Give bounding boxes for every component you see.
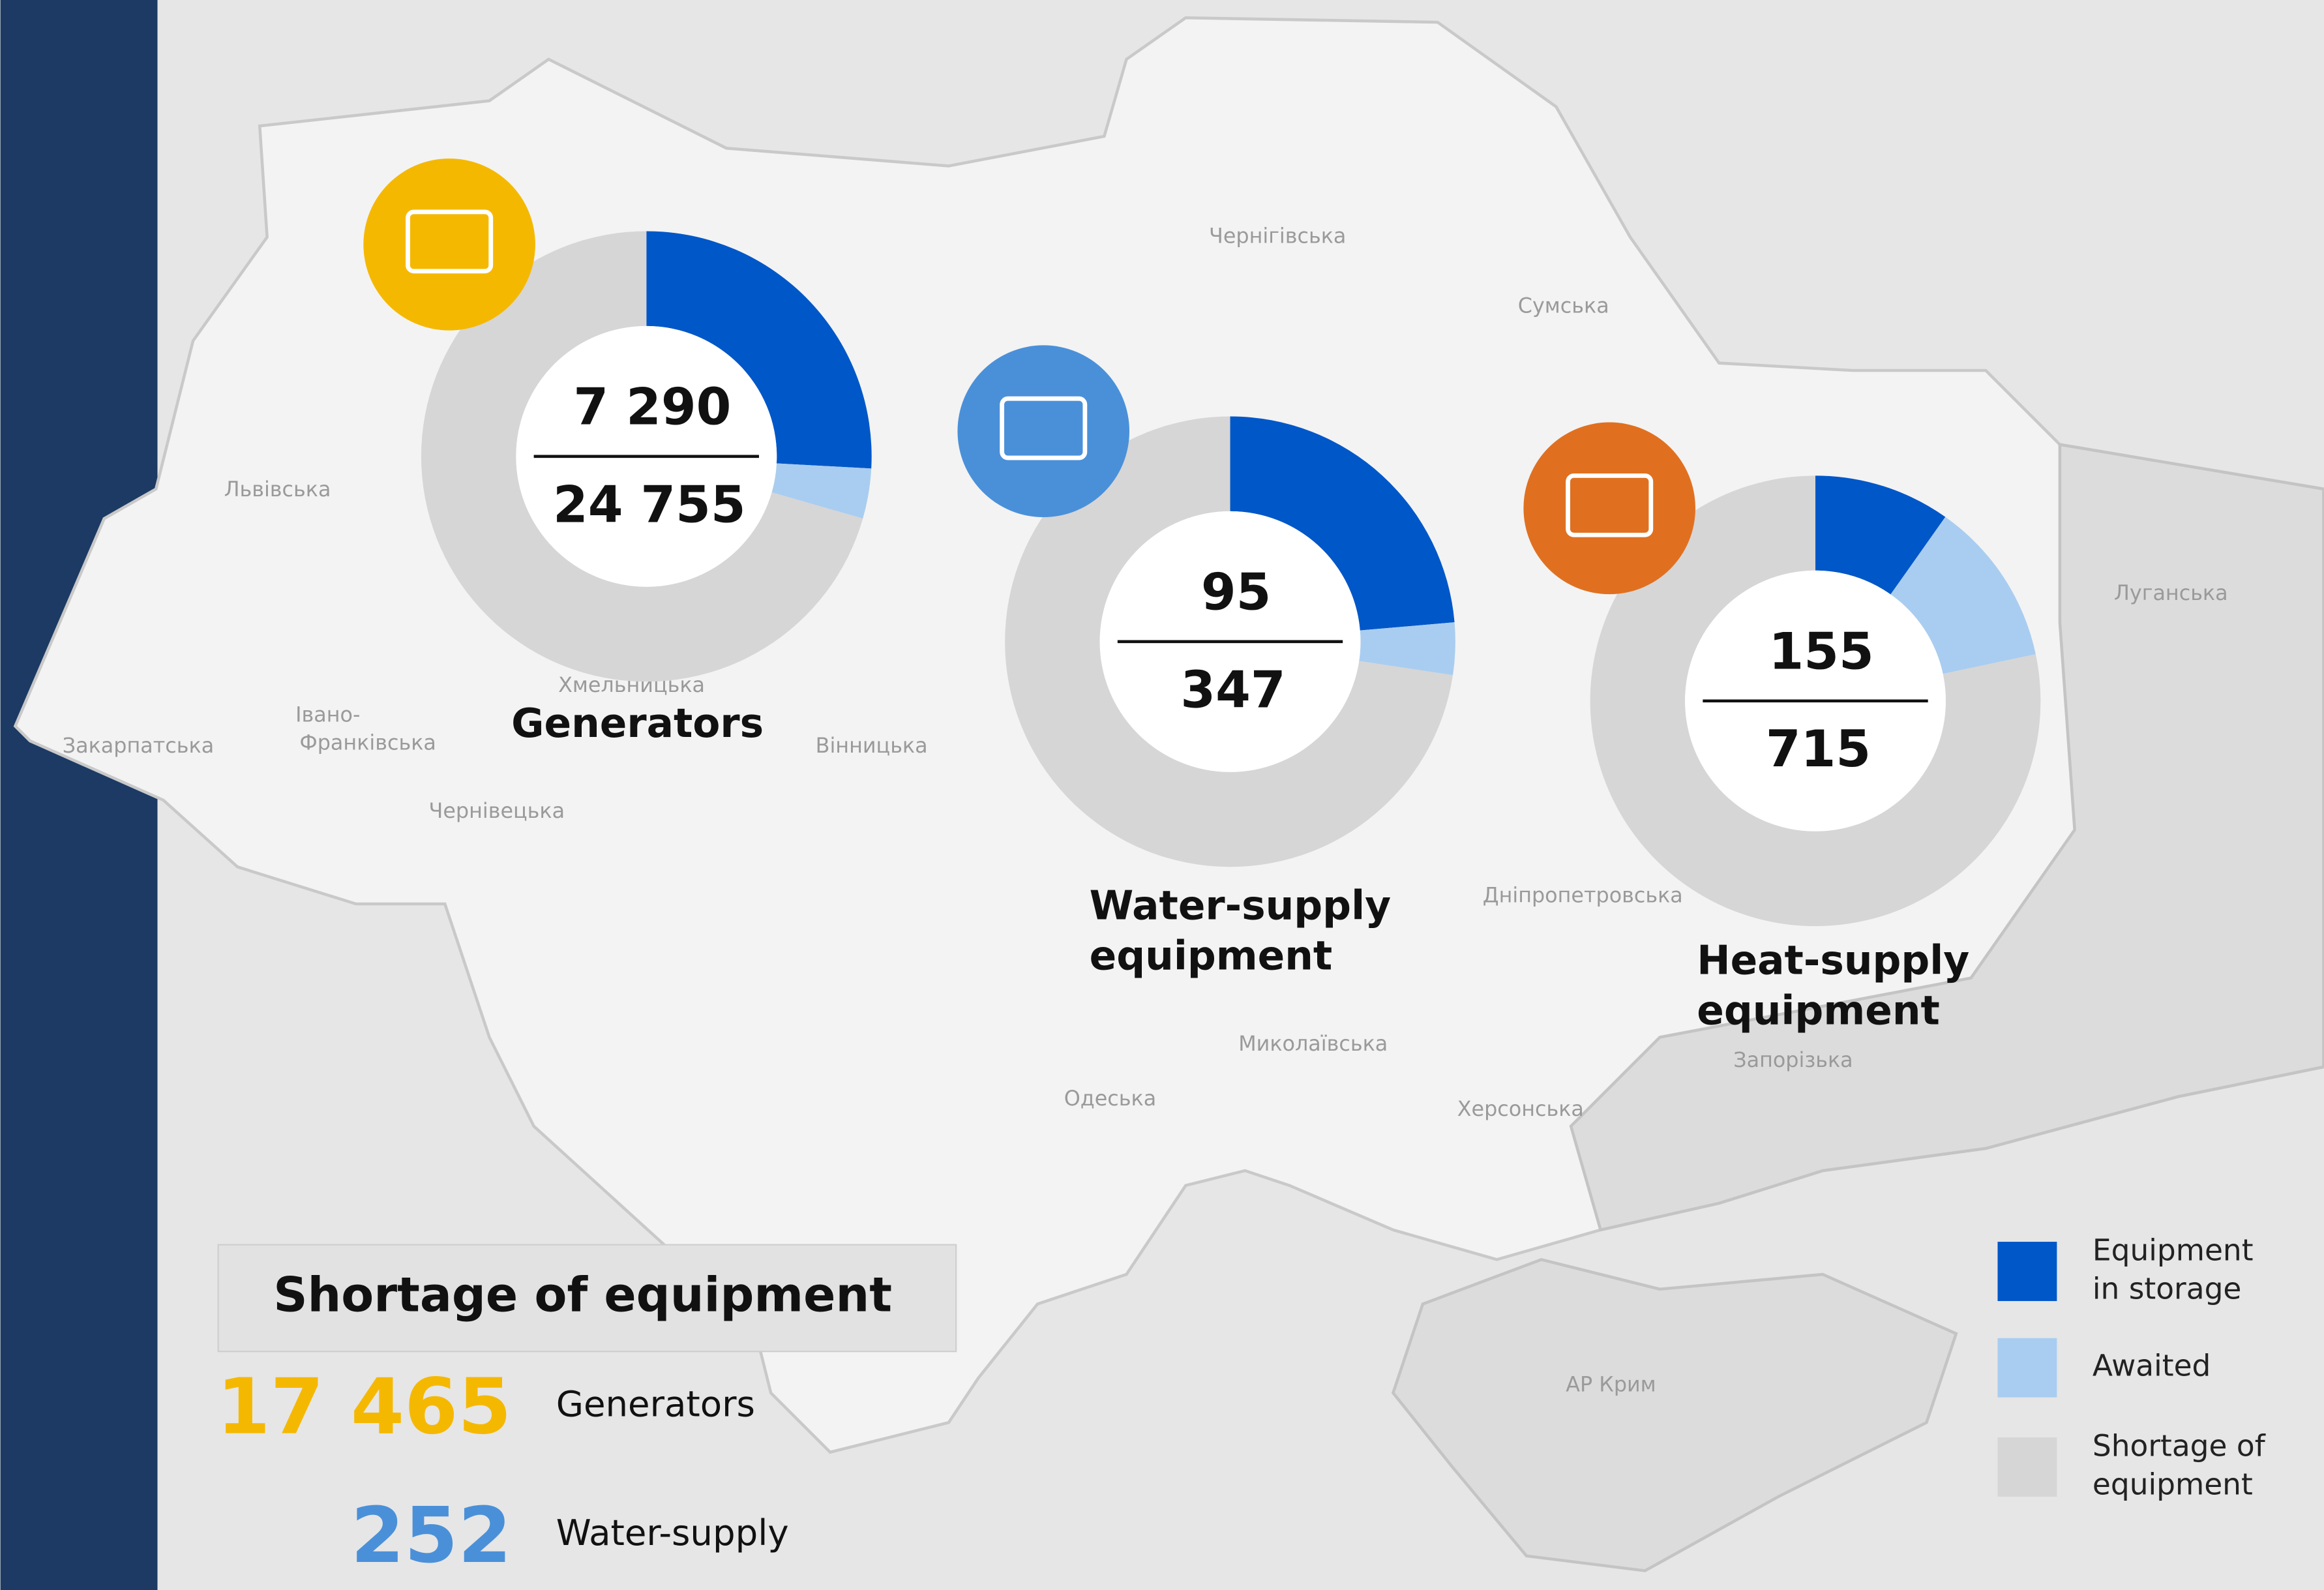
legend-label: in storage bbox=[2093, 1272, 2241, 1306]
region-label: Миколаївська bbox=[1238, 1032, 1388, 1056]
region-label: Львівська bbox=[224, 477, 331, 502]
donut-segment bbox=[646, 231, 872, 469]
donut-title: equipment bbox=[1697, 988, 1940, 1034]
region-label: Чернігівська bbox=[1209, 224, 1346, 248]
side-strip bbox=[0, 0, 158, 1590]
region-label: Чернівецька bbox=[429, 799, 565, 823]
legend: Equipment in storage Awaited Shortage of equ… bbox=[1997, 1233, 2266, 1501]
donut-segment bbox=[1005, 416, 1453, 867]
legend-label: Equipment bbox=[2093, 1233, 2254, 1267]
donut-segment bbox=[1359, 622, 1455, 676]
legend-swatch bbox=[1997, 1437, 2057, 1497]
shortage-value: 17 465 bbox=[216, 1362, 511, 1452]
donut-segment bbox=[421, 231, 863, 682]
legend-label: Awaited bbox=[2093, 1349, 2211, 1383]
equipment-icon bbox=[957, 345, 1130, 517]
total-value: 24 755 bbox=[553, 475, 746, 534]
donut-chart: 155 715 Heat-supply equipment bbox=[1523, 422, 2041, 1034]
region-label: Франківська bbox=[299, 731, 436, 755]
region-label: Одеська bbox=[1064, 1087, 1157, 1111]
shortage-title: Shortage of equipment bbox=[273, 1268, 892, 1323]
donut-title: equipment bbox=[1090, 933, 1333, 980]
shortage-name: Water-supply bbox=[556, 1512, 789, 1553]
shortage-list: 17 465 Generators 252 Water-supply bbox=[216, 1362, 788, 1581]
donut-segment bbox=[771, 463, 872, 519]
legend-label: Shortage of bbox=[2093, 1428, 2266, 1463]
received-value: 7 290 bbox=[573, 378, 731, 436]
icon-glyph bbox=[1566, 473, 1654, 537]
received-value: 95 bbox=[1201, 563, 1272, 622]
icon-glyph bbox=[1000, 396, 1088, 460]
equipment-icon bbox=[1523, 422, 1695, 595]
shortage-name: Generators bbox=[556, 1383, 755, 1424]
total-value: 347 bbox=[1180, 661, 1285, 719]
region-label: Вінницька bbox=[816, 734, 928, 758]
donut-segment bbox=[1815, 475, 1946, 595]
donut-title: Water-supply bbox=[1090, 882, 1391, 929]
legend-swatch bbox=[1997, 1242, 2057, 1301]
region-label: Луганська bbox=[2114, 581, 2228, 605]
shortage-box bbox=[217, 1244, 957, 1353]
region-label: Запорізька bbox=[1733, 1048, 1853, 1072]
shortage-value: 252 bbox=[351, 1490, 512, 1580]
donut-chart: 7 290 24 755 Generators bbox=[363, 158, 872, 747]
donut-segment bbox=[1890, 517, 2036, 674]
region-label: Херсонська bbox=[1457, 1097, 1584, 1121]
region-label: АР Крим bbox=[1566, 1372, 1656, 1396]
legend-swatch bbox=[1997, 1338, 2057, 1398]
donut-segment bbox=[1230, 416, 1455, 631]
region-label: Дніпропетровська bbox=[1483, 884, 1683, 908]
region-label: Івано- bbox=[295, 702, 360, 727]
total-value: 715 bbox=[1766, 720, 1871, 779]
donut-title: Generators bbox=[511, 700, 764, 747]
legend-label: equipment bbox=[2093, 1467, 2253, 1501]
received-value: 155 bbox=[1768, 622, 1873, 681]
icon-glyph bbox=[406, 209, 494, 274]
equipment-icon bbox=[363, 158, 535, 331]
region-label: Сумська bbox=[1518, 293, 1609, 318]
donut-title: Heat-supply bbox=[1697, 937, 1969, 983]
map-east bbox=[1569, 442, 2324, 1232]
map-crimea bbox=[1391, 1257, 1958, 1572]
donut-segment bbox=[1590, 475, 2041, 927]
region-label: Закарпатська bbox=[63, 734, 214, 758]
